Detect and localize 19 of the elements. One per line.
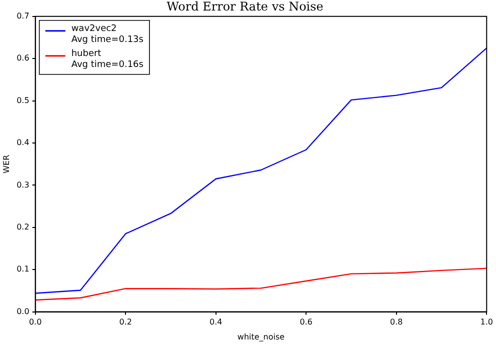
y-tick-label: 0.5 xyxy=(16,96,30,105)
chart-title: Word Error Rate vs Noise xyxy=(166,0,324,14)
x-tick-label: 0.6 xyxy=(300,318,312,327)
x-tick-label: 0.0 xyxy=(28,318,42,327)
x-tick-label: 1.0 xyxy=(480,318,494,327)
y-tick-label: 0.2 xyxy=(16,222,30,232)
y-tick-label: 0.0 xyxy=(16,306,30,316)
x-tick-label: 0.4 xyxy=(209,318,222,327)
x-tick-label: 0.8 xyxy=(390,318,403,327)
x-tick-label: 0.2 xyxy=(119,318,132,327)
y-tick-label: 0.7 xyxy=(16,11,30,20)
y-tick-label: 0.4 xyxy=(16,138,30,148)
y-tick-label: 0.6 xyxy=(16,54,30,63)
legend-label: hubert Avg time=0.16s xyxy=(71,49,144,70)
y-axis-title: WER xyxy=(2,154,11,174)
y-tick-label: 0.1 xyxy=(16,264,30,274)
x-axis-title: white_noise xyxy=(237,332,285,342)
y-tick-label: 0.3 xyxy=(16,180,30,190)
legend-label: wav2vec2 Avg time=0.13s xyxy=(71,24,144,46)
